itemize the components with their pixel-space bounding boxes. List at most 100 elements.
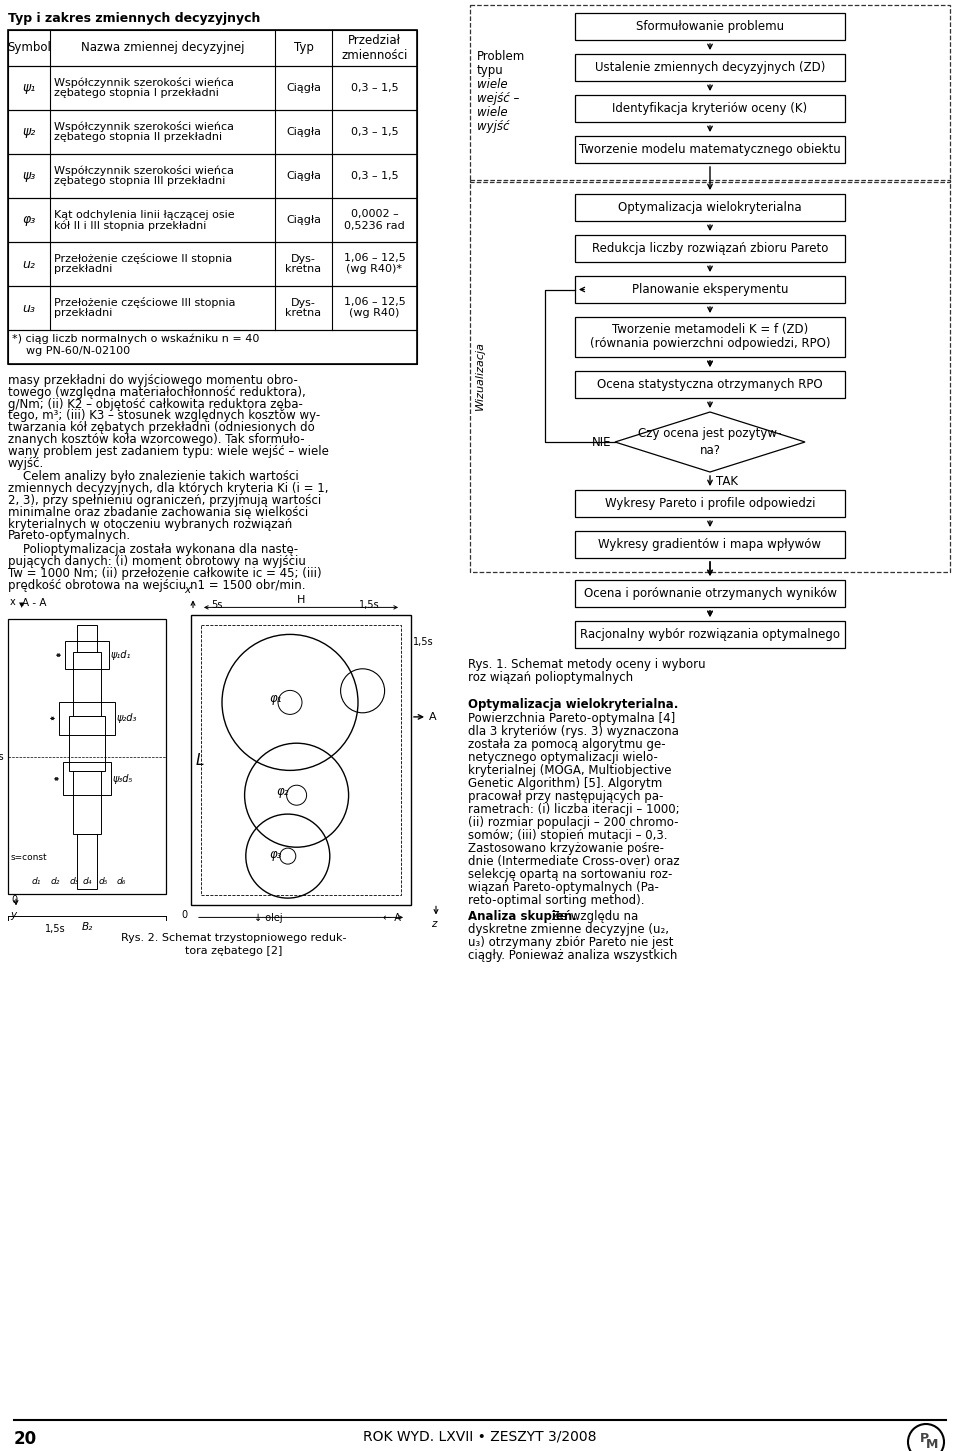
Bar (470, 180, 950, 572)
Text: Zastosowano krzyżowanie pośre-: Zastosowano krzyżowanie pośre- (468, 842, 664, 855)
Text: 0: 0 (11, 895, 17, 905)
Text: Sformułowanie problemu: Sformułowanie problemu (636, 20, 784, 33)
Bar (8, 197, 417, 242)
Text: P: P (920, 1432, 928, 1445)
Text: ψ₁: ψ₁ (22, 81, 36, 94)
Text: Ciągła: Ciągła (286, 83, 321, 93)
Bar (77, 625, 97, 653)
Text: Kąt odchylenia linii łączącej osie: Kąt odchylenia linii łączącej osie (54, 209, 234, 219)
Bar (575, 54, 845, 81)
Bar (470, 4, 950, 181)
Text: 1,5s: 1,5s (413, 637, 434, 647)
Text: Tworzenie metamodeli K = f (ZD): Tworzenie metamodeli K = f (ZD) (612, 324, 808, 337)
Text: na?: na? (700, 444, 721, 457)
Bar (8, 329, 417, 364)
Text: Ustalenie zmiennych decyzyjnych (ZD): Ustalenie zmiennych decyzyjnych (ZD) (595, 61, 826, 74)
Text: twarzania kół zębatych przekładni (odniesionych do: twarzania kół zębatych przekładni (odnie… (8, 421, 315, 434)
Text: wg PN-60/N-02100: wg PN-60/N-02100 (12, 345, 131, 355)
Text: 0: 0 (180, 910, 187, 920)
Text: Rys. 1. Schemat metody oceny i wyboru: Rys. 1. Schemat metody oceny i wyboru (468, 657, 706, 670)
Text: φ₃: φ₃ (22, 213, 36, 226)
Bar (575, 316, 845, 357)
Bar (8, 30, 417, 364)
Text: kryterialnej (MOGA, Multiobjective: kryterialnej (MOGA, Multiobjective (468, 765, 671, 776)
Text: A: A (429, 712, 437, 723)
Text: wejść –: wejść – (477, 91, 519, 104)
Text: zmiennych decyzyjnych, dla których kryteria Ki (i = 1,: zmiennych decyzyjnych, dla których kryte… (8, 482, 328, 495)
Text: d₅: d₅ (98, 878, 108, 887)
Bar (63, 762, 111, 795)
Text: y: y (10, 910, 16, 920)
Text: 0,3 – 1,5: 0,3 – 1,5 (350, 171, 398, 181)
Text: Nazwa zmiennej decyzyjnej: Nazwa zmiennej decyzyjnej (81, 42, 244, 55)
Text: ψ₁d₁: ψ₁d₁ (111, 650, 132, 660)
Text: dnie (Intermediate Cross-over) oraz: dnie (Intermediate Cross-over) oraz (468, 855, 680, 868)
Text: Ciągła: Ciągła (286, 215, 321, 225)
Text: wyjść.: wyjść. (8, 457, 44, 470)
Text: Optymalizacja wielokryterialna: Optymalizacja wielokryterialna (618, 202, 802, 213)
Text: 0,5236 rad: 0,5236 rad (344, 221, 405, 231)
Text: d₂: d₂ (51, 878, 60, 887)
Text: 1,5s: 1,5s (0, 752, 5, 762)
Text: typu: typu (477, 64, 504, 77)
Text: Czy ocena jest pozytyw-: Czy ocena jest pozytyw- (638, 428, 781, 441)
Text: ciągły. Ponieważ analiza wszystkich: ciągły. Ponieważ analiza wszystkich (468, 949, 678, 962)
Text: towego (względna materiałochłonność reduktora),: towego (względna materiałochłonność redu… (8, 386, 305, 399)
Text: Wizualizacja: Wizualizacja (475, 341, 485, 411)
Text: przekładni: przekładni (54, 309, 112, 319)
Text: φ₃: φ₃ (270, 847, 282, 860)
Text: (ii) rozmiar populacji – 200 chromo-: (ii) rozmiar populacji – 200 chromo- (468, 815, 679, 829)
Text: 0,3 – 1,5: 0,3 – 1,5 (350, 83, 398, 93)
Text: dyskretne zmienne decyzyjne (u₂,: dyskretne zmienne decyzyjne (u₂, (468, 923, 669, 936)
Text: Planowanie eksperymentu: Planowanie eksperymentu (632, 283, 788, 296)
Bar (8, 30, 417, 65)
Text: x: x (10, 598, 15, 608)
Bar (8, 242, 417, 286)
Text: zębatego stopnia III przekładni: zębatego stopnia III przekładni (54, 177, 226, 187)
Text: L: L (196, 753, 204, 768)
Text: 0,0002 –: 0,0002 – (350, 209, 398, 219)
Text: u₃: u₃ (23, 302, 36, 315)
Text: Typ i zakres zmiennych decyzyjnych: Typ i zakres zmiennych decyzyjnych (8, 12, 260, 25)
Text: s=const: s=const (11, 853, 48, 862)
Text: prędkość obrotowa na wejściu n1 = 1500 obr/min.: prędkość obrotowa na wejściu n1 = 1500 o… (8, 579, 305, 592)
Text: Wykresy Pareto i profile odpowiedzi: Wykresy Pareto i profile odpowiedzi (605, 498, 815, 509)
Text: przekładni: przekładni (54, 264, 112, 274)
Bar (575, 490, 845, 517)
Text: A - A: A - A (22, 598, 46, 608)
Text: (równania powierzchni odpowiedzi, RPO): (równania powierzchni odpowiedzi, RPO) (589, 338, 830, 351)
Text: selekcję opartą na sortowaniu roz-: selekcję opartą na sortowaniu roz- (468, 868, 672, 881)
Bar (201, 625, 401, 895)
Text: Pareto-optymalnych.: Pareto-optymalnych. (8, 530, 132, 543)
Bar (73, 770, 101, 834)
Text: 2, 3), przy spełnieniu ograniczeń, przyjmują wartości: 2, 3), przy spełnieniu ograniczeń, przyj… (8, 493, 322, 506)
Text: Polioptymalizacja została wykonana dla nastę-: Polioptymalizacja została wykonana dla n… (8, 543, 299, 556)
Text: M: M (925, 1438, 938, 1451)
Text: Współczynnik szerokości wieńca: Współczynnik szerokości wieńca (54, 165, 234, 176)
Text: Symbol: Symbol (7, 42, 51, 55)
Text: Optymalizacja wielokryterialna.: Optymalizacja wielokryterialna. (468, 698, 679, 711)
Text: 0,3 – 1,5: 0,3 – 1,5 (350, 128, 398, 136)
Bar (575, 235, 845, 263)
Text: Identyfikacja kryteriów oceny (K): Identyfikacja kryteriów oceny (K) (612, 102, 807, 115)
Text: rametrach: (i) liczba iteracji – 1000;: rametrach: (i) liczba iteracji – 1000; (468, 802, 680, 815)
Text: H: H (297, 595, 305, 605)
Text: Ciągła: Ciągła (286, 128, 321, 136)
Text: kretna: kretna (285, 309, 322, 319)
Text: 1,06 – 12,5: 1,06 – 12,5 (344, 254, 405, 264)
Text: 1,5s: 1,5s (359, 601, 379, 611)
Bar (575, 194, 845, 221)
Bar (69, 715, 105, 770)
Text: Genetic Algorithm) [5]. Algorytm: Genetic Algorithm) [5]. Algorytm (468, 776, 662, 789)
Text: (wg R40): (wg R40) (349, 309, 399, 319)
Text: Problem: Problem (477, 49, 525, 62)
Text: Dys-: Dys- (291, 254, 316, 264)
Bar (575, 94, 845, 122)
Text: ← A: ← A (383, 913, 401, 923)
Text: d₆: d₆ (117, 878, 127, 887)
Text: tego, m³; (iii) K3 – stosunek względnych kosztów wy-: tego, m³; (iii) K3 – stosunek względnych… (8, 409, 321, 422)
Bar (8, 154, 417, 197)
Text: φ₁: φ₁ (270, 692, 282, 705)
Text: Racjonalny wybór rozwiązania optymalnego: Racjonalny wybór rozwiązania optymalnego (580, 628, 840, 641)
Text: ψ₃: ψ₃ (22, 170, 36, 183)
